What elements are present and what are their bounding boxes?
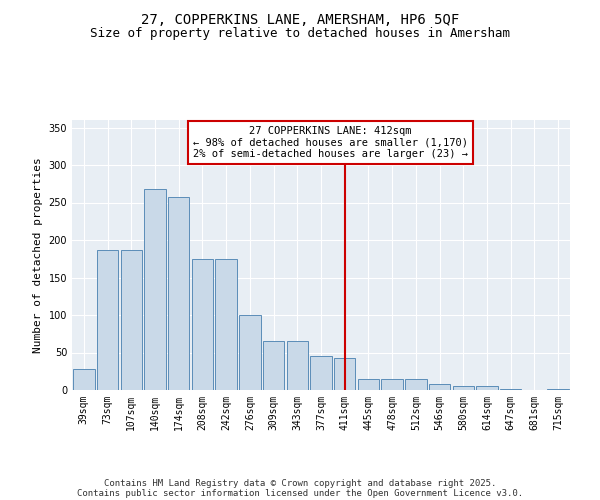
Text: Contains HM Land Registry data © Crown copyright and database right 2025.: Contains HM Land Registry data © Crown c… [104, 478, 496, 488]
Bar [215, 259, 237, 390]
Bar [382, 379, 403, 390]
Bar [334, 358, 355, 390]
Bar [168, 197, 190, 390]
Bar [500, 389, 521, 390]
Bar [547, 389, 569, 390]
Bar [429, 384, 450, 390]
Bar [452, 386, 474, 390]
Bar [121, 250, 142, 390]
Y-axis label: Number of detached properties: Number of detached properties [33, 157, 43, 353]
Bar [358, 379, 379, 390]
Bar [476, 386, 497, 390]
Bar [192, 259, 213, 390]
Bar [239, 315, 260, 390]
Bar [97, 250, 118, 390]
Text: Size of property relative to detached houses in Amersham: Size of property relative to detached ho… [90, 28, 510, 40]
Bar [310, 356, 332, 390]
Bar [263, 341, 284, 390]
Bar [145, 189, 166, 390]
Text: 27, COPPERKINS LANE, AMERSHAM, HP6 5QF: 27, COPPERKINS LANE, AMERSHAM, HP6 5QF [141, 12, 459, 26]
Text: Contains public sector information licensed under the Open Government Licence v3: Contains public sector information licen… [77, 488, 523, 498]
Bar [405, 379, 427, 390]
Text: 27 COPPERKINS LANE: 412sqm
← 98% of detached houses are smaller (1,170)
2% of se: 27 COPPERKINS LANE: 412sqm ← 98% of deta… [193, 126, 468, 159]
Bar [73, 369, 95, 390]
Bar [287, 341, 308, 390]
